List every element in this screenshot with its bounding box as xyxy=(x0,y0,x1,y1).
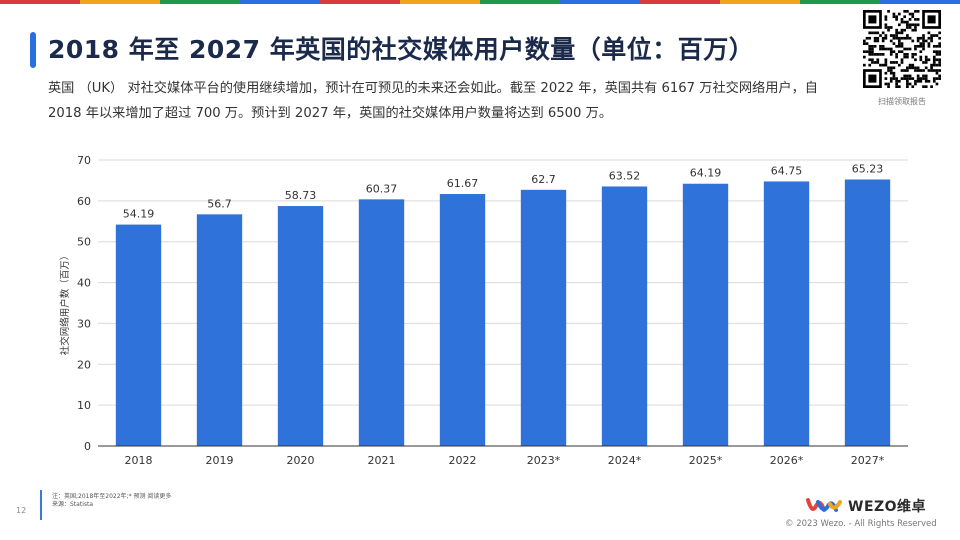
top-stripe-segment xyxy=(880,0,960,4)
top-stripe-segment xyxy=(80,0,160,4)
bar-2027*[interactable] xyxy=(844,179,891,446)
value-label: 64.19 xyxy=(690,167,722,180)
bar-2024*[interactable] xyxy=(601,186,648,446)
x-tick-label: 2025* xyxy=(689,454,723,467)
copyright-text: © 2023 Wezo. - All Rights Reserved xyxy=(785,519,937,529)
footnote: 注：英国;2018年至2022年;* 预测 阅读更多 来源：Statista xyxy=(52,493,171,509)
bar-2019[interactable] xyxy=(196,214,243,446)
y-tick-label: 0 xyxy=(84,440,91,453)
value-label: 60.37 xyxy=(366,182,398,195)
x-tick-label: 2027* xyxy=(851,454,885,467)
value-labels: 54.19 56.7 58.73 60.37 61.67 62.7 63.52 64.19 64… xyxy=(123,162,884,220)
y-axis-ticks: 0 10 20 30 40 50 60 70 xyxy=(77,154,91,453)
value-label: 62.7 xyxy=(531,173,556,186)
bar-2020[interactable] xyxy=(277,206,324,446)
footnote-marker xyxy=(40,490,42,520)
page-title: 2018 年至 2027 年英国的社交媒体用户数量（单位：百万） xyxy=(48,35,755,64)
x-tick-label: 2021 xyxy=(368,454,396,467)
wezo-logo-icon xyxy=(806,498,842,512)
top-color-stripe xyxy=(0,0,960,4)
title-accent-bar xyxy=(30,32,36,68)
top-stripe-segment xyxy=(0,0,80,4)
bar-2022[interactable] xyxy=(439,194,486,446)
y-tick-label: 20 xyxy=(77,358,91,371)
value-label: 58.73 xyxy=(285,189,317,202)
value-label: 56.7 xyxy=(207,197,232,210)
qr-code-icon[interactable] xyxy=(863,10,941,88)
description-paragraph: 英国 （UK） 对社交媒体平台的使用继续增加，预计在可预见的未来还会如此。截至 … xyxy=(48,81,818,121)
bar-2025*[interactable] xyxy=(682,183,729,446)
top-stripe-segment xyxy=(800,0,880,4)
y-tick-label: 40 xyxy=(77,277,91,290)
bar-2023*[interactable] xyxy=(520,189,567,446)
top-stripe-segment xyxy=(160,0,240,4)
x-tick-label: 2026* xyxy=(770,454,804,467)
x-tick-label: 2018 xyxy=(125,454,153,467)
value-label: 61.67 xyxy=(447,177,479,190)
y-axis-label: 社交网络用户数（百万） xyxy=(59,251,71,356)
value-label: 65.23 xyxy=(852,162,884,175)
top-stripe-segment xyxy=(320,0,400,4)
brand-name: WEZO维卓 xyxy=(848,499,927,515)
bars xyxy=(115,179,891,446)
bar-2026*[interactable] xyxy=(763,181,810,446)
x-tick-label: 2020 xyxy=(287,454,315,467)
y-tick-label: 70 xyxy=(77,154,91,167)
top-stripe-segment xyxy=(720,0,800,4)
x-tick-label: 2022 xyxy=(449,454,477,467)
x-axis-ticks: 2018 2019 2020 2021 2022 2023* 2024* 2025* 2026*… xyxy=(125,454,885,467)
x-tick-label: 2023* xyxy=(527,454,561,467)
y-tick-label: 60 xyxy=(77,195,91,208)
y-tick-label: 10 xyxy=(77,399,91,412)
top-stripe-segment xyxy=(400,0,480,4)
bar-2018[interactable] xyxy=(115,224,162,446)
top-stripe-segment xyxy=(240,0,320,4)
value-label: 54.19 xyxy=(123,208,155,221)
y-tick-label: 30 xyxy=(77,317,91,330)
value-label: 64.75 xyxy=(771,164,803,177)
top-stripe-segment xyxy=(560,0,640,4)
x-tick-label: 2019 xyxy=(206,454,234,467)
brand-logo: WEZO维卓 xyxy=(806,496,926,516)
page-number: 12 xyxy=(16,506,27,515)
y-tick-label: 50 xyxy=(77,236,91,249)
top-stripe-segment xyxy=(640,0,720,4)
x-tick-label: 2024* xyxy=(608,454,642,467)
footnote-note[interactable]: 注：英国;2018年至2022年;* 预测 阅读更多 xyxy=(52,493,172,500)
footnote-source: 来源：Statista xyxy=(52,501,94,508)
bar-2021[interactable] xyxy=(358,199,405,446)
top-stripe-segment xyxy=(480,0,560,4)
value-label: 63.52 xyxy=(609,169,641,182)
qr-caption: 扫描领取报告 xyxy=(878,97,926,106)
